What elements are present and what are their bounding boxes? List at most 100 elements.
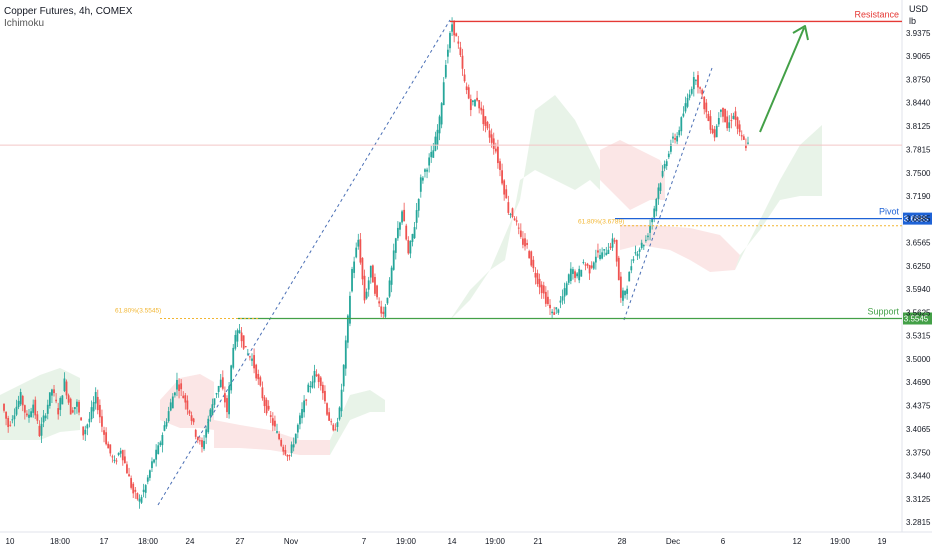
candle-body — [536, 273, 539, 285]
candle-body — [722, 107, 724, 117]
candle-body — [572, 269, 574, 274]
candle-body — [692, 77, 695, 90]
candle-body — [724, 108, 726, 123]
candle-body — [226, 398, 228, 413]
candle-body — [244, 346, 247, 348]
candle-body — [344, 340, 347, 369]
candle-body — [461, 55, 464, 69]
candle-body — [655, 198, 658, 212]
candle-body — [276, 431, 278, 433]
candle-body — [380, 306, 383, 314]
candle-body — [522, 238, 524, 245]
candle-body — [76, 401, 78, 407]
candle-body — [186, 400, 189, 410]
candle-body — [453, 20, 456, 36]
candle-body — [151, 461, 153, 469]
candle-body — [5, 411, 7, 419]
candle-body — [486, 121, 489, 129]
candle-body — [115, 460, 118, 462]
candle-body — [682, 113, 685, 117]
price-tick-label: 3.9065 — [906, 52, 931, 61]
candle-body — [165, 421, 168, 427]
candle-body — [136, 493, 139, 500]
candle-body — [292, 444, 295, 448]
candle-body — [569, 268, 572, 282]
candle-body — [192, 418, 195, 423]
candle-body — [745, 144, 747, 149]
candle-body — [53, 389, 55, 394]
price-tick-label: 3.2815 — [906, 518, 931, 527]
candle-body — [51, 389, 53, 396]
candle-body — [567, 274, 570, 283]
candle-body — [138, 498, 141, 502]
candle-body — [622, 290, 624, 301]
candle-body — [286, 454, 289, 457]
candle-body — [111, 456, 114, 458]
time-tick-label: 19:00 — [485, 537, 506, 546]
candle-body — [278, 433, 280, 440]
candle-body — [336, 422, 339, 427]
candle-body — [324, 390, 326, 402]
candle-body — [388, 280, 391, 297]
candle-body — [709, 116, 712, 130]
candle-body — [67, 395, 70, 403]
candle-body — [26, 413, 28, 416]
candle-body — [559, 300, 562, 303]
candle-body — [309, 385, 312, 387]
candle-body — [638, 249, 641, 252]
candle-body — [184, 395, 187, 403]
candle-body — [728, 122, 731, 129]
fib-level-label: 61.80%(3.5545) — [115, 307, 161, 314]
candle-body — [55, 399, 58, 402]
candle-body — [476, 97, 478, 101]
candle-body — [669, 143, 672, 152]
candle-body — [699, 87, 701, 89]
candle-body — [157, 445, 160, 454]
candle-body — [369, 265, 372, 278]
candle-body — [465, 86, 468, 91]
candle-body — [144, 485, 147, 493]
candle-body — [46, 404, 49, 414]
candle-body — [501, 170, 503, 184]
candle-body — [399, 222, 401, 230]
candle-body — [126, 464, 128, 474]
support-price-tag-text: 3.5545 — [904, 314, 929, 323]
candle-body — [317, 374, 320, 383]
indicator-label[interactable]: Ichimoku — [4, 18, 45, 29]
price-tick-label: 3.5315 — [906, 332, 931, 341]
price-axis[interactable]: 3.9375 3.9065 3.8750 3.8440 3.8125 3.7815 3.75… — [906, 29, 931, 527]
candle-body — [594, 256, 597, 263]
candle-body — [140, 497, 143, 503]
candle-body — [415, 210, 418, 223]
candle-body — [742, 136, 745, 140]
candle-body — [173, 392, 176, 396]
candle-body — [665, 161, 668, 167]
candle-body — [386, 297, 389, 304]
candle-body — [382, 311, 385, 315]
candle-body — [678, 130, 681, 136]
candle-body — [253, 355, 255, 369]
candle-body — [78, 401, 80, 413]
candle-body — [440, 103, 443, 125]
candle-body — [3, 403, 5, 411]
candle-body — [640, 242, 643, 249]
candle-body — [617, 257, 620, 281]
price-tick-label: 3.5625 — [906, 309, 931, 318]
candle-body — [444, 65, 447, 78]
candle-body — [117, 452, 120, 455]
candle-body — [688, 94, 691, 98]
time-tick-label: 19:00 — [830, 537, 851, 546]
candle-body — [153, 459, 155, 463]
levels: Resistance Pivot 3.6885 Support 3.5545 61.80%… — [0, 9, 932, 325]
candle-body — [28, 414, 30, 418]
candle-body — [290, 444, 293, 453]
candle-body — [84, 429, 87, 435]
candle-body — [430, 151, 433, 158]
candle-body — [582, 262, 585, 264]
time-axis[interactable]: 10 18:00 17 18:00 24 27 Nov 7 19:00 14 19:00 21 28 De… — [6, 537, 887, 546]
candle-body — [13, 415, 16, 420]
candle-body — [209, 409, 212, 417]
grid — [0, 0, 932, 533]
candle-body — [472, 100, 474, 103]
